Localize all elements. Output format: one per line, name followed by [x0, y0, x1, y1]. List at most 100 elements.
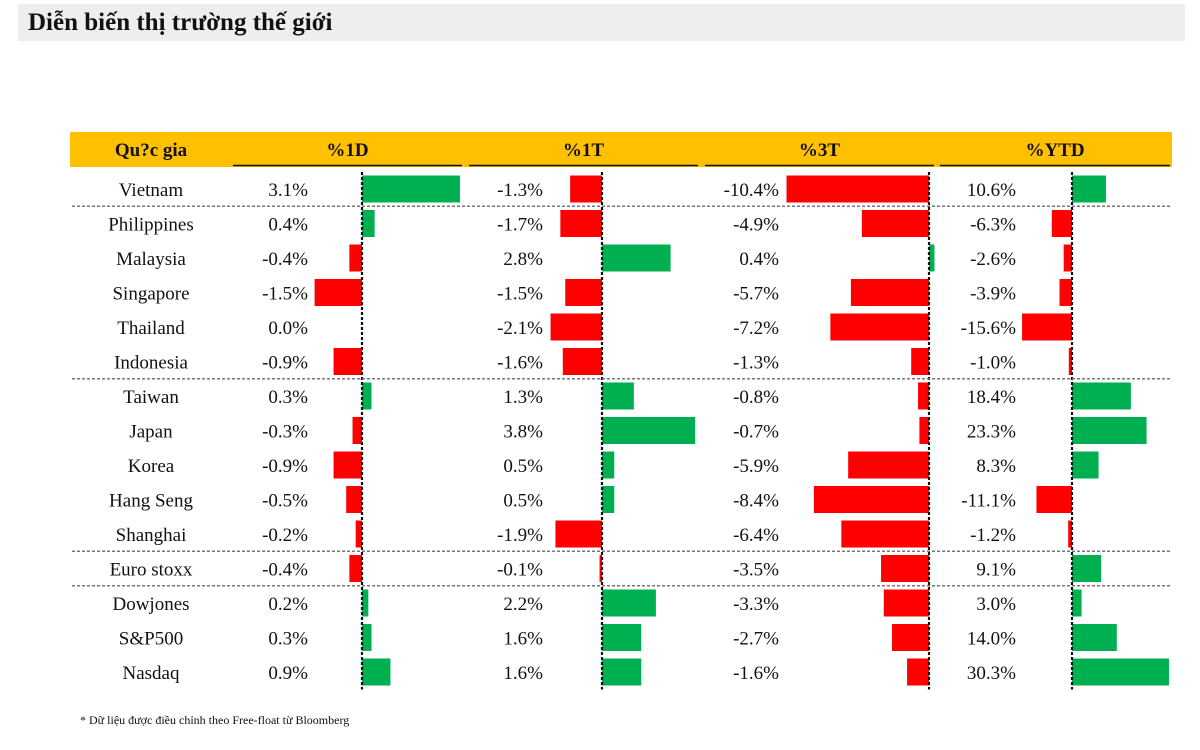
value-label: -1.3% [733, 353, 779, 374]
bar [362, 624, 372, 651]
bar [314, 279, 362, 306]
bar [850, 279, 929, 306]
value-label: -7.2% [733, 318, 779, 339]
value-label: -2.6% [970, 249, 1016, 270]
value-label: 2.8% [503, 249, 543, 270]
value-label: -0.4% [262, 560, 308, 581]
bar [362, 210, 375, 237]
value-label: -0.8% [733, 387, 779, 408]
value-label: 23.3% [967, 422, 1016, 443]
value-label: 10.6% [967, 180, 1016, 201]
bar [918, 382, 929, 410]
bar [1072, 417, 1147, 444]
row-name: Korea [128, 456, 175, 477]
bar [1022, 313, 1072, 341]
bar [599, 555, 602, 582]
bar [333, 348, 362, 375]
title-bar: Diễn biến thị trường thế giới [18, 4, 1185, 41]
bar [352, 417, 362, 444]
bar [550, 313, 602, 341]
value-label: -4.9% [733, 215, 779, 236]
value-label: -6.3% [970, 215, 1016, 236]
value-label: 8.3% [976, 456, 1016, 477]
value-label: 0.4% [268, 215, 308, 236]
row-name: Euro stoxx [110, 560, 193, 581]
bar [602, 589, 656, 617]
row-name: Nasdaq [123, 663, 180, 684]
value-label: 0.9% [268, 663, 308, 684]
bar [1072, 175, 1106, 203]
value-label: -5.9% [733, 456, 779, 477]
value-label: 1.6% [503, 663, 543, 684]
bar [911, 348, 929, 375]
bar [1072, 555, 1102, 582]
row-name: Taiwan [123, 387, 179, 408]
value-label: -0.4% [262, 249, 308, 270]
bar [813, 486, 929, 513]
value-label: 0.5% [503, 491, 543, 512]
bar [881, 555, 929, 582]
bar [1072, 451, 1099, 479]
bar [560, 210, 602, 237]
bar [602, 658, 642, 686]
bar [349, 244, 362, 272]
value-label: -1.3% [497, 180, 543, 201]
header-pct-1t: %1T [563, 140, 605, 161]
value-label: -0.2% [262, 525, 308, 546]
value-label: -3.5% [733, 560, 779, 581]
value-label: 1.3% [503, 387, 543, 408]
bar [602, 382, 634, 410]
bar [565, 279, 602, 306]
bar [1051, 210, 1072, 237]
value-label: -15.6% [961, 318, 1017, 339]
bar [362, 589, 369, 617]
value-label: 3.8% [503, 422, 543, 443]
bar [919, 417, 929, 444]
value-label: -6.4% [733, 525, 779, 546]
value-label: 14.0% [967, 629, 1016, 650]
header-pct-ytd: %YTD [1025, 140, 1084, 161]
bar [555, 520, 602, 548]
value-label: -11.1% [961, 491, 1016, 512]
row-name: Hang Seng [109, 491, 193, 512]
row-name: Japan [129, 422, 173, 443]
value-label: -1.9% [497, 525, 543, 546]
footnote: * Dữ liệu được điều chỉnh theo Free-floa… [80, 713, 350, 727]
value-label: -0.7% [733, 422, 779, 443]
value-label: -10.4% [724, 180, 780, 201]
value-label: -2.1% [497, 318, 543, 339]
header-pct-1d: %1D [326, 140, 368, 161]
bar [830, 313, 929, 341]
row-name: Singapore [112, 284, 189, 305]
bar [907, 658, 929, 686]
bar [1068, 520, 1072, 548]
bar [570, 175, 602, 203]
bar [1036, 486, 1072, 513]
header-country: Qu?c gia [115, 140, 188, 161]
value-label: -3.9% [970, 284, 1016, 305]
row-name: Vietnam [119, 180, 184, 201]
value-label: -2.7% [733, 629, 779, 650]
value-label: -5.7% [733, 284, 779, 305]
value-label: 0.3% [268, 629, 308, 650]
bar [362, 658, 391, 686]
value-label: -1.6% [497, 353, 543, 374]
bar [1072, 624, 1117, 651]
value-label: 0.5% [503, 456, 543, 477]
row-name: S&P500 [119, 629, 183, 650]
row-name: Thailand [117, 318, 185, 339]
value-label: -0.3% [262, 422, 308, 443]
header-pct-3t: %3T [799, 140, 841, 161]
row-name: Philippines [108, 215, 194, 236]
value-label: -0.5% [262, 491, 308, 512]
bar [602, 244, 671, 272]
value-label: 0.4% [739, 249, 779, 270]
value-label: 0.2% [268, 594, 308, 615]
bar [786, 175, 929, 203]
bar [1072, 382, 1131, 410]
row-name: Shanghai [116, 525, 187, 546]
bar [602, 451, 615, 479]
bar [602, 486, 615, 513]
bar [1059, 279, 1072, 306]
bar [602, 624, 642, 651]
